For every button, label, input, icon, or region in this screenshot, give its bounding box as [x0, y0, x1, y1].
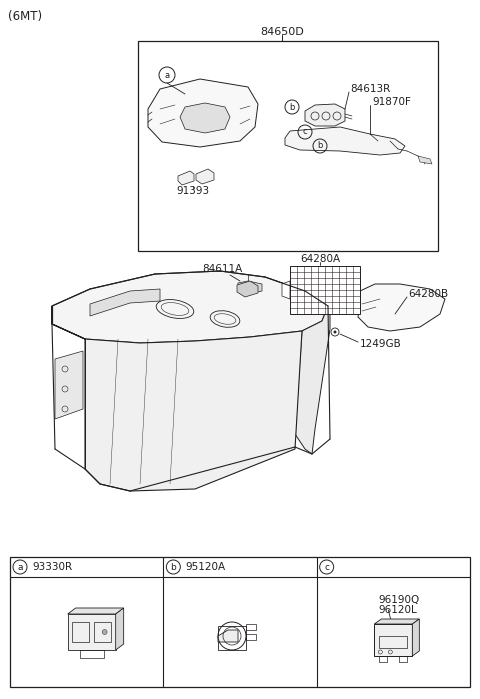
Bar: [80, 650, 104, 658]
Polygon shape: [295, 306, 330, 454]
Bar: [10, 557, 470, 687]
Circle shape: [334, 331, 336, 333]
Polygon shape: [116, 608, 124, 650]
Polygon shape: [238, 281, 262, 294]
Text: c: c: [303, 127, 307, 136]
Text: b: b: [289, 103, 295, 112]
Polygon shape: [412, 619, 420, 656]
Circle shape: [102, 630, 107, 635]
Text: 93330R: 93330R: [32, 562, 72, 572]
Text: a: a: [17, 563, 23, 572]
Text: b: b: [170, 563, 176, 572]
Polygon shape: [237, 281, 258, 297]
Polygon shape: [52, 271, 328, 343]
Bar: [379, 636, 408, 648]
Bar: [94, 622, 111, 642]
Polygon shape: [374, 619, 420, 624]
Text: 64280A: 64280A: [300, 254, 340, 264]
Text: a: a: [165, 71, 169, 80]
Polygon shape: [148, 79, 258, 147]
Text: 84611A: 84611A: [202, 264, 242, 274]
Text: 96190Q: 96190Q: [378, 595, 420, 605]
Polygon shape: [418, 156, 432, 164]
Text: c: c: [324, 563, 329, 572]
Polygon shape: [68, 614, 116, 650]
Polygon shape: [282, 281, 290, 299]
Polygon shape: [358, 284, 445, 331]
Polygon shape: [196, 169, 214, 184]
Polygon shape: [218, 630, 238, 642]
Polygon shape: [285, 127, 405, 155]
Text: 91393: 91393: [177, 186, 210, 196]
Text: 84650D: 84650D: [260, 27, 304, 37]
Bar: [246, 634, 256, 640]
Polygon shape: [374, 624, 412, 656]
Text: 64280B: 64280B: [408, 289, 448, 299]
Text: b: b: [317, 141, 323, 150]
Bar: [399, 656, 408, 662]
Text: 84613R: 84613R: [350, 84, 390, 94]
Polygon shape: [178, 171, 194, 185]
Polygon shape: [305, 104, 345, 126]
Polygon shape: [52, 306, 302, 491]
Text: 91870F: 91870F: [372, 97, 411, 107]
Text: 1249GB: 1249GB: [360, 339, 402, 349]
Polygon shape: [55, 351, 83, 419]
Bar: [72, 622, 89, 642]
Bar: [138, 41, 438, 251]
Polygon shape: [68, 608, 124, 614]
Text: (6MT): (6MT): [8, 10, 42, 23]
Bar: [290, 266, 360, 314]
Text: 96120L: 96120L: [378, 605, 417, 615]
Bar: [246, 624, 256, 630]
Polygon shape: [180, 103, 230, 133]
Bar: [379, 656, 387, 662]
Polygon shape: [90, 289, 160, 316]
Text: 95120A: 95120A: [185, 562, 226, 572]
